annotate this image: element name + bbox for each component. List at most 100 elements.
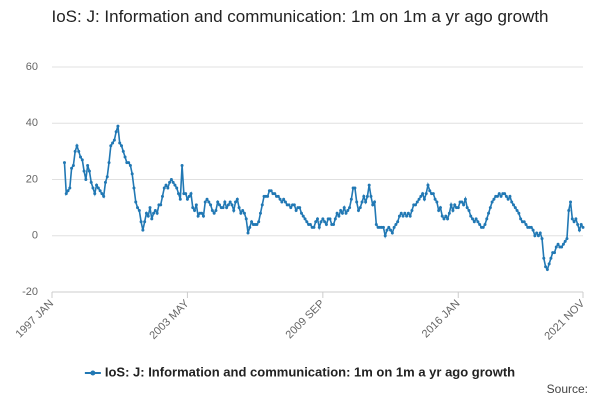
data-point (579, 223, 583, 226)
data-point (531, 228, 535, 232)
data-point (451, 208, 455, 212)
data-point (276, 194, 280, 198)
data-point (438, 206, 442, 210)
data-point (358, 206, 362, 210)
data-point (401, 214, 405, 218)
source-label: Source: (547, 382, 588, 396)
data-point (415, 200, 419, 204)
data-point (289, 206, 293, 210)
data-point (515, 208, 519, 212)
data-point (560, 245, 564, 249)
data-point (367, 183, 371, 187)
data-point (545, 268, 549, 271)
data-point (150, 217, 154, 221)
data-point (503, 192, 507, 196)
data-point (257, 220, 261, 224)
data-point (162, 186, 166, 190)
data-point (346, 208, 350, 212)
data-point (406, 211, 410, 215)
data-point (435, 200, 439, 204)
data-point (201, 214, 205, 218)
data-point (567, 208, 571, 212)
data-point (86, 163, 90, 167)
data-point (169, 178, 173, 181)
data-point (428, 189, 432, 193)
data-point (433, 197, 437, 201)
data-point (517, 211, 521, 215)
data-point (71, 163, 75, 167)
data-point (137, 208, 141, 212)
data-point (210, 208, 214, 212)
data-point (424, 192, 428, 196)
data-point (250, 220, 254, 224)
series-line (63, 125, 584, 272)
data-point (488, 206, 492, 210)
data-point (242, 211, 246, 215)
data-point (335, 211, 339, 215)
data-point (75, 144, 79, 148)
data-point (538, 231, 542, 235)
data-point (87, 169, 91, 173)
data-point (280, 200, 284, 204)
data-point (283, 200, 287, 204)
data-point (109, 144, 113, 148)
data-point (481, 225, 485, 229)
data-point (374, 223, 378, 226)
data-point (228, 200, 232, 204)
data-point (95, 183, 99, 187)
data-point (556, 242, 560, 246)
data-point (123, 155, 127, 159)
data-point (305, 220, 309, 224)
data-point (563, 239, 567, 243)
data-point (96, 186, 100, 190)
data-point (93, 192, 97, 196)
data-point (547, 262, 551, 266)
data-point (431, 192, 435, 196)
data-point (369, 194, 373, 198)
data-point (164, 183, 168, 187)
data-point (362, 194, 366, 198)
data-point (442, 217, 446, 221)
data-point (390, 231, 394, 235)
data-point (323, 220, 327, 224)
data-point (209, 203, 213, 207)
data-point (476, 220, 480, 224)
data-point (542, 256, 546, 260)
data-point (230, 203, 234, 207)
data-point (581, 225, 585, 229)
data-point (495, 194, 499, 198)
data-point (203, 200, 207, 204)
data-point (465, 206, 469, 210)
data-point (383, 234, 387, 238)
data-point (185, 197, 189, 201)
data-point (73, 149, 77, 153)
data-point (299, 211, 303, 215)
data-point (89, 180, 93, 184)
data-point (399, 211, 403, 215)
data-point (397, 214, 401, 218)
data-point (419, 194, 423, 198)
data-point (141, 228, 145, 232)
data-point (414, 203, 418, 207)
x-tick-label: 2003 MAY (147, 297, 192, 342)
data-point (519, 217, 523, 221)
data-point (239, 211, 243, 215)
data-point (456, 206, 460, 210)
data-point (321, 217, 325, 221)
data-point (294, 208, 298, 212)
data-point (554, 245, 558, 249)
data-point (102, 194, 106, 198)
data-point (403, 211, 407, 215)
data-point (152, 211, 156, 215)
data-point (371, 203, 375, 207)
data-point (570, 217, 574, 221)
data-point (136, 206, 140, 210)
data-point (207, 200, 211, 204)
data-point (223, 200, 227, 204)
data-point (246, 231, 250, 235)
data-point (483, 223, 487, 226)
data-point (373, 200, 377, 204)
data-point (77, 149, 81, 153)
